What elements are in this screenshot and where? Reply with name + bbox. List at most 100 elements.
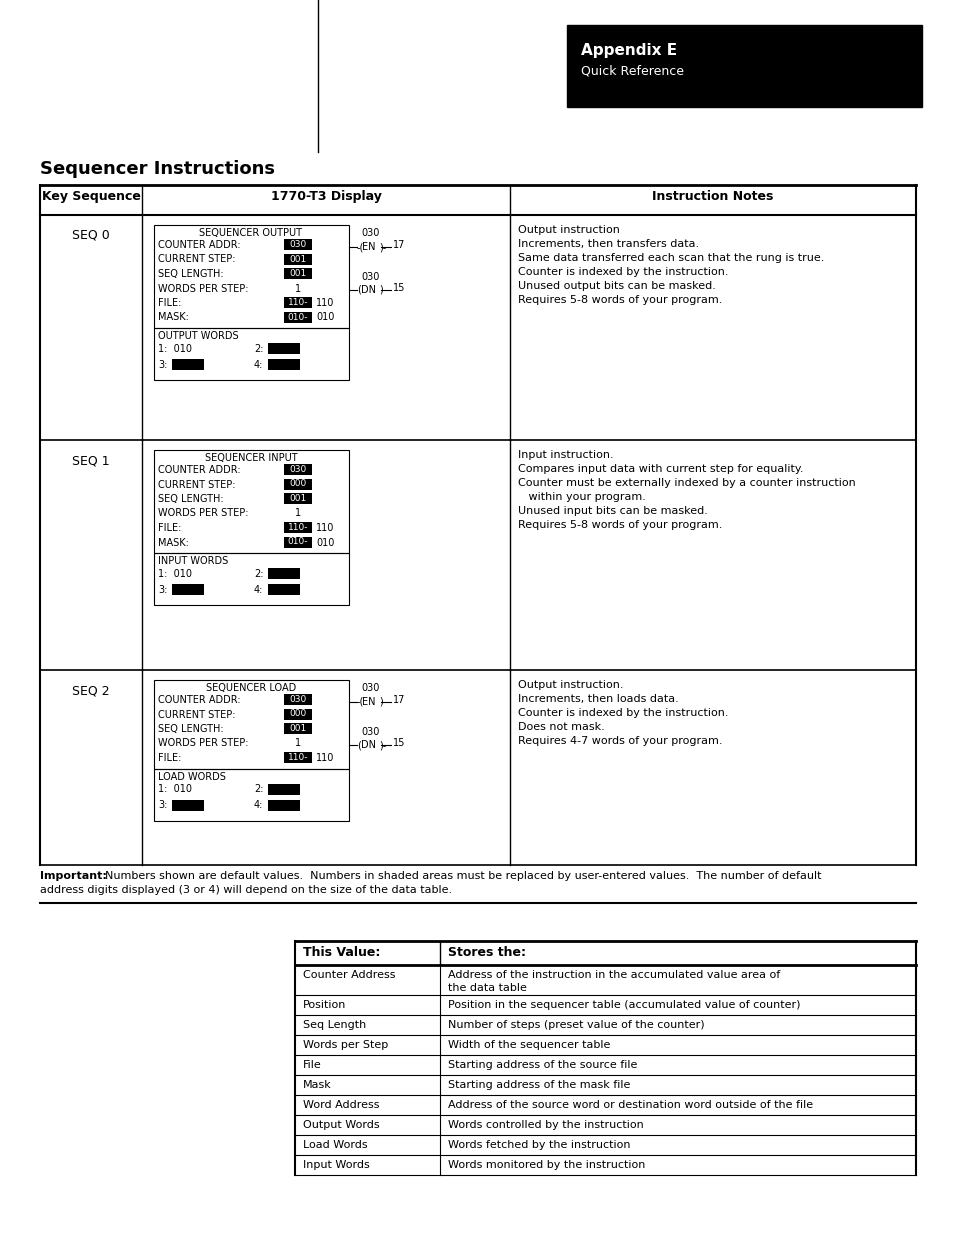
Text: COUNTER ADDR:: COUNTER ADDR: [158,466,240,475]
Text: )-: )- [378,740,386,750]
Text: Width of the sequencer table: Width of the sequencer table [448,1040,610,1050]
Text: (: ( [356,740,360,750]
Text: WORDS PER STEP:: WORDS PER STEP: [158,509,248,519]
Text: 001: 001 [289,254,306,263]
Text: 030: 030 [360,228,379,238]
Text: Output instruction: Output instruction [517,225,619,235]
Text: 010: 010 [315,312,334,322]
Bar [172,799,204,810]
Bar [284,464,312,475]
Text: WORDS PER STEP:: WORDS PER STEP: [158,739,248,748]
Text: 010: 010 [315,537,334,547]
Bar [284,722,312,734]
Text: Appendix E: Appendix E [580,43,677,58]
Text: SEQ LENGTH:: SEQ LENGTH: [158,494,223,504]
Text: 1: 1 [294,509,301,519]
Text: 110-: 110- [288,753,308,762]
Text: CURRENT STEP:: CURRENT STEP: [158,709,235,720]
Text: address digits displayed (3 or 4) will depend on the size of the data table.: address digits displayed (3 or 4) will d… [40,885,452,895]
Text: Words fetched by the instruction: Words fetched by the instruction [448,1140,630,1150]
Text: SEQ 0: SEQ 0 [72,228,110,242]
Text: SEQUENCER LOAD: SEQUENCER LOAD [206,683,295,693]
Text: OUTPUT WORDS: OUTPUT WORDS [158,331,238,341]
Text: Words per Step: Words per Step [303,1040,388,1050]
Text: SEQ 2: SEQ 2 [72,684,110,697]
Text: Compares input data with current step for equality.: Compares input data with current step fo… [517,464,802,474]
Text: COUNTER ADDR:: COUNTER ADDR: [158,240,240,249]
Text: Unused input bits can be masked.: Unused input bits can be masked. [517,506,707,516]
Bar [284,536,312,547]
Bar [153,450,349,553]
Text: 001: 001 [289,269,306,278]
Text: 1:  010: 1: 010 [158,345,192,354]
Text: 15: 15 [393,739,405,748]
Text: Words monitored by the instruction: Words monitored by the instruction [448,1160,644,1170]
Bar [566,25,921,107]
Text: CURRENT STEP:: CURRENT STEP: [158,254,235,264]
Text: 110: 110 [315,522,334,534]
Bar [284,522,312,534]
Bar [153,680,349,768]
Text: CURRENT STEP:: CURRENT STEP: [158,479,235,489]
Bar [284,493,312,504]
Text: Requires 5-8 words of your program.: Requires 5-8 words of your program. [517,520,721,530]
Bar [268,359,299,370]
Text: 001: 001 [289,724,306,734]
Text: COUNTER ADDR:: COUNTER ADDR: [158,695,240,705]
Text: 1:  010: 1: 010 [158,569,192,579]
Text: Counter is indexed by the instruction.: Counter is indexed by the instruction. [517,708,728,718]
Text: 15: 15 [393,283,405,293]
Text: 030: 030 [360,683,379,693]
Bar [172,584,204,595]
Text: 010-: 010- [288,312,308,321]
Text: Counter must be externally indexed by a counter instruction: Counter must be externally indexed by a … [517,478,855,488]
Text: 110: 110 [315,753,334,763]
Text: 17: 17 [393,240,405,249]
Text: 001: 001 [289,494,306,503]
Text: )-: )- [378,242,386,252]
Text: Increments, then transfers data.: Increments, then transfers data. [517,240,699,249]
Text: MASK:: MASK: [158,312,189,322]
Text: 110-: 110- [288,522,308,532]
Text: 3:: 3: [158,359,167,370]
Text: 4:: 4: [253,800,263,810]
Text: -(: -( [356,242,364,252]
Bar [284,752,312,763]
Text: Position in the sequencer table (accumulated value of counter): Position in the sequencer table (accumul… [448,1000,800,1010]
Text: INPUT WORDS: INPUT WORDS [158,556,228,566]
Bar [172,359,204,370]
Bar [153,553,349,605]
Bar [284,694,312,705]
Text: EN: EN [362,697,375,706]
Text: 000: 000 [289,709,306,719]
Text: SEQ LENGTH:: SEQ LENGTH: [158,724,223,734]
Text: Requires 4-7 words of your program.: Requires 4-7 words of your program. [517,736,721,746]
Text: 2:: 2: [253,569,263,579]
Text: Words controlled by the instruction: Words controlled by the instruction [448,1120,643,1130]
Bar [284,296,312,308]
Text: Load Words: Load Words [303,1140,367,1150]
Text: FILE:: FILE: [158,753,181,763]
Text: -(: -( [356,697,364,706]
Text: 4:: 4: [253,585,263,595]
Bar [284,268,312,279]
Text: Instruction Notes: Instruction Notes [652,190,773,203]
Text: MASK:: MASK: [158,537,189,547]
Text: SEQUENCER OUTPUT: SEQUENCER OUTPUT [199,228,302,238]
Text: File: File [303,1060,321,1070]
Text: 110-: 110- [288,298,308,308]
Text: the data table: the data table [448,983,526,993]
Text: Address of the instruction in the accumulated value area of: Address of the instruction in the accumu… [448,969,780,981]
Bar [284,478,312,489]
Text: within your program.: within your program. [517,492,645,501]
Text: 030: 030 [289,695,306,704]
Text: Number of steps (preset value of the counter): Number of steps (preset value of the cou… [448,1020,704,1030]
Text: Input Words: Input Words [303,1160,370,1170]
Text: Increments, then loads data.: Increments, then loads data. [517,694,678,704]
Text: FILE:: FILE: [158,298,181,308]
Bar [268,799,299,810]
Text: 000: 000 [289,479,306,489]
Text: 2:: 2: [253,784,263,794]
Text: 1770-T3 Display: 1770-T3 Display [271,190,381,203]
Text: 110: 110 [315,298,334,308]
